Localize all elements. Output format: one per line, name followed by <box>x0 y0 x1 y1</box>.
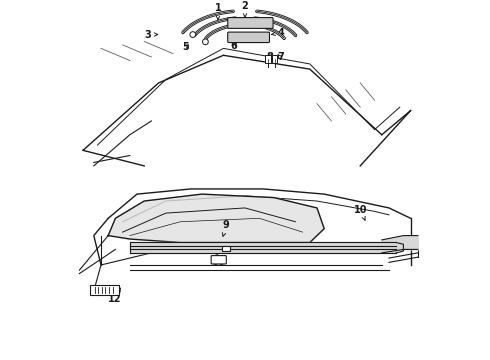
FancyBboxPatch shape <box>228 18 273 28</box>
Text: 7: 7 <box>277 52 284 62</box>
Bar <box>221 246 229 252</box>
Polygon shape <box>108 194 324 243</box>
Text: 2: 2 <box>242 1 248 17</box>
Text: 9: 9 <box>222 220 230 236</box>
Text: 5: 5 <box>182 42 189 51</box>
Text: 10: 10 <box>353 205 367 220</box>
FancyBboxPatch shape <box>211 256 226 264</box>
FancyBboxPatch shape <box>228 32 270 42</box>
Bar <box>265 55 270 63</box>
Text: 3: 3 <box>145 30 158 40</box>
Text: 6: 6 <box>230 41 237 51</box>
Text: 1: 1 <box>215 3 221 20</box>
Text: 8: 8 <box>267 52 273 62</box>
Circle shape <box>190 32 196 37</box>
FancyBboxPatch shape <box>90 285 119 295</box>
Bar <box>271 55 277 63</box>
Text: 4: 4 <box>272 28 284 38</box>
Text: 11: 11 <box>212 253 226 268</box>
Text: 12: 12 <box>108 288 122 303</box>
Circle shape <box>202 39 208 45</box>
